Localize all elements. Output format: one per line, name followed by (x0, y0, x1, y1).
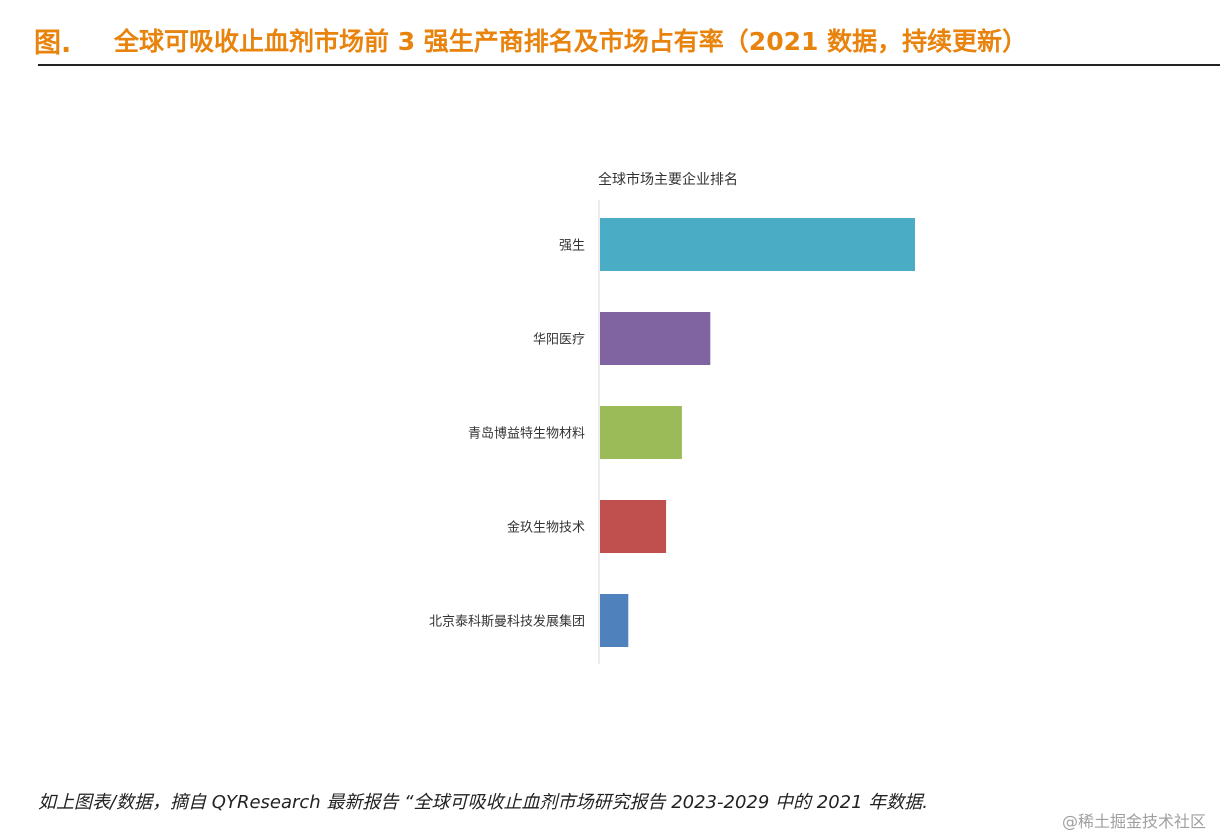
figure-label: 图. (34, 27, 72, 59)
bar-4 (600, 500, 667, 553)
bar-2 (600, 312, 711, 365)
watermark-text: @稀土掘金技术社区 (1061, 812, 1206, 831)
category-label-2: 华阳医疗 (533, 333, 585, 348)
category-label-1: 强生 (559, 239, 585, 254)
bar-3 (600, 406, 682, 459)
bar-1 (600, 218, 915, 271)
chart-title: 全球市场主要企业排名 (598, 171, 738, 188)
bar-5 (600, 594, 629, 647)
figure-title: 全球可吸收止血剂市场前 3 强生产商排名及市场占有率（2021 数据，持续更新） (114, 27, 1028, 56)
category-label-5: 北京泰科斯曼科技发展集团 (429, 614, 585, 630)
source-footnote: 如上图表/数据，摘自 QYResearch 最新报告 “全球可吸收止血剂市场研究… (38, 792, 929, 813)
header-divider (38, 64, 1220, 66)
figure-header: 图. 全球可吸收止血剂市场前 3 强生产商排名及市场占有率（2021 数据，持续… (34, 18, 1220, 62)
category-label-4: 金玖生物技术 (507, 520, 585, 536)
category-label-3: 青岛博益特生物材料 (468, 426, 585, 442)
